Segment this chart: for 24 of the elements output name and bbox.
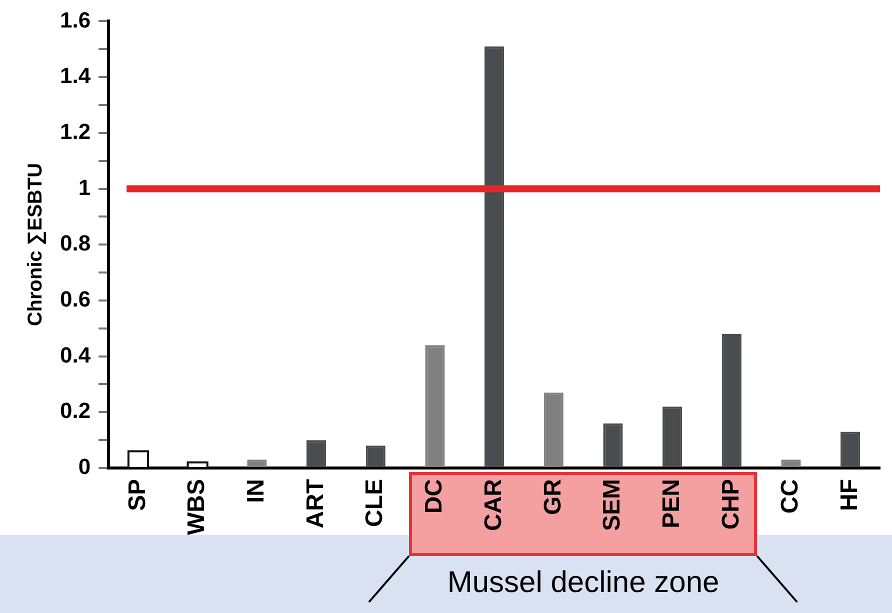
x-tick-label: CC [776,479,804,514]
x-tick-label: PEN [658,479,685,528]
y-tick-label: 1 [78,174,91,200]
y-tick-label: 0.4 [60,342,92,368]
y-tick-label: 1.4 [60,63,92,88]
x-tick-label: ART [302,478,329,528]
x-tick-label: HF [836,479,863,512]
x-tick-label: GR [539,479,566,516]
x-tick-label: SEM [598,479,626,532]
text: Mussel decline zone [447,566,720,599]
x-tick-label: CLE [361,479,388,528]
x-tick-label: CHP [717,479,744,530]
x-tick-label: DC [420,479,448,514]
y-tick-label: 0.8 [60,230,91,256]
x-tick-label: WBS [183,479,210,536]
x-tick-label: CAR [480,479,507,532]
y-tick-label: 0.6 [60,286,91,312]
y-tick-label: 1.6 [60,7,91,32]
x-tick-label: SP [124,479,151,512]
y-axis-title: Chronic ∑ESBTU [24,163,47,326]
y-tick-label: 1.2 [60,118,91,144]
y-tick-label: 0.2 [60,398,91,424]
y-tick-label: 0 [78,454,91,480]
x-tick-label: IN [242,479,270,504]
